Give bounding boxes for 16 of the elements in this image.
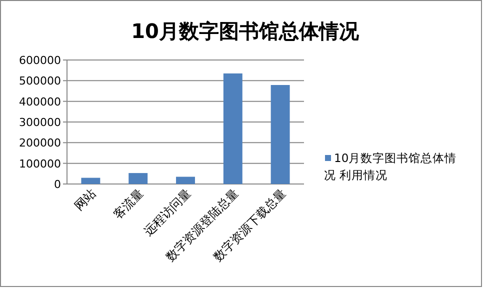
bar — [223, 73, 242, 184]
y-tick-label: 0 — [54, 178, 61, 191]
y-tick-label: 600000 — [19, 54, 61, 67]
bar — [270, 85, 290, 184]
bar — [128, 173, 148, 184]
chart-title: 10月数字图书馆总体情况 — [131, 19, 360, 43]
bar — [81, 178, 100, 184]
y-tick-label: 500000 — [19, 74, 61, 88]
y-tick-label: 300000 — [19, 116, 61, 129]
y-tick-label: 100000 — [19, 157, 61, 170]
x-tick-label: 网站 — [72, 186, 99, 214]
x-tick-label: 客流量 — [110, 186, 146, 222]
y-tick-label: 200000 — [19, 136, 61, 150]
legend-label: 10月数字图书馆总体情况 利用情况 — [324, 151, 457, 182]
bar — [176, 176, 195, 184]
y-tick-label: 400000 — [19, 95, 61, 108]
